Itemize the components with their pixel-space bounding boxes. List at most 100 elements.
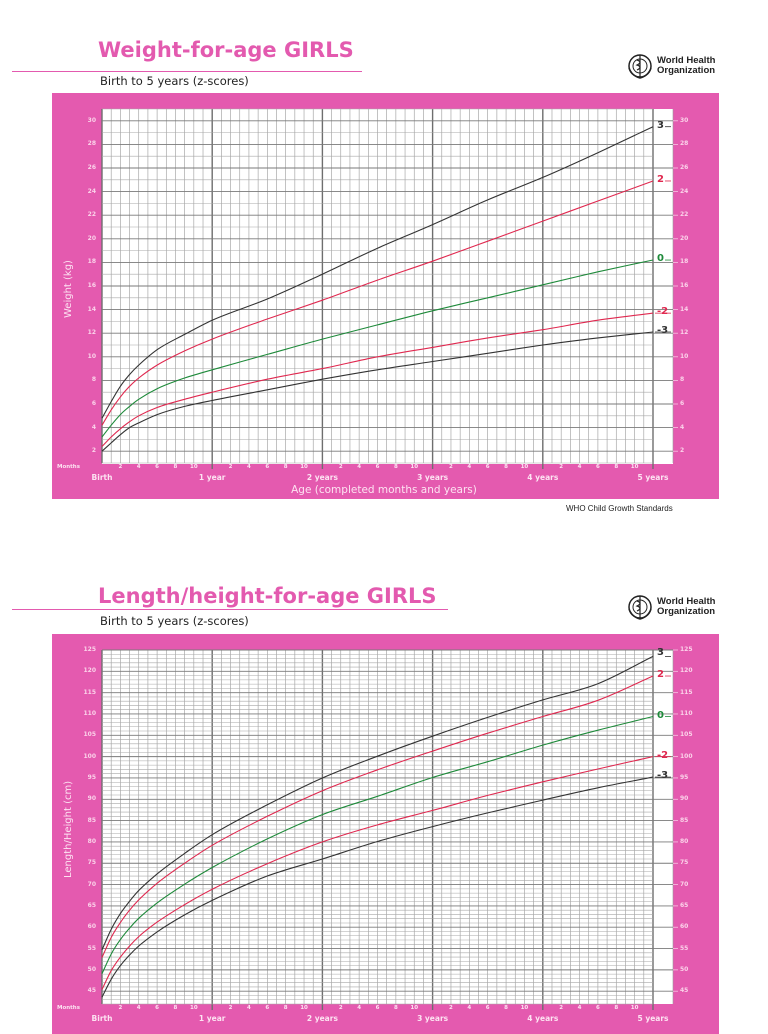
z-score-label: 2 <box>657 173 664 185</box>
y-tick-label-left: 95 <box>87 773 96 781</box>
y-tick-label-right: 100 <box>680 752 693 760</box>
y-tick-label-right: 95 <box>680 773 689 781</box>
y-tick-label-left: 14 <box>87 305 96 313</box>
y-tick-label-left: 12 <box>87 329 96 337</box>
year-label: 5 years <box>637 1014 669 1023</box>
month-tick-label: 6 <box>265 1005 270 1011</box>
month-tick-label: 8 <box>393 1005 398 1011</box>
y-tick-label-right: 16 <box>680 282 689 289</box>
y-tick-label-left: 6 <box>91 400 96 407</box>
grid <box>101 649 674 1010</box>
month-tick-label: 6 <box>155 464 160 470</box>
month-tick-label: 4 <box>577 1005 582 1011</box>
y-tick-label-right: 110 <box>680 709 693 717</box>
y-tick-label-right: 65 <box>680 901 689 909</box>
y-tick-label-left: 125 <box>83 646 96 653</box>
month-tick-label: 8 <box>393 464 398 470</box>
month-tick-label: 2 <box>449 1005 453 1011</box>
month-tick-label: 10 <box>300 464 308 470</box>
y-tick-label-right: 18 <box>680 258 689 266</box>
month-tick-label: 2 <box>449 464 453 470</box>
y-tick-label-right: 20 <box>680 234 689 242</box>
y-tick-label-left: 75 <box>87 859 96 867</box>
month-tick-label: 4 <box>357 1005 362 1011</box>
month-tick-label: 6 <box>595 1005 600 1011</box>
months-axis-caption: Months <box>57 464 80 470</box>
month-tick-label: 2 <box>228 1005 233 1011</box>
month-tick-label: 8 <box>614 1005 619 1011</box>
month-tick-label: 10 <box>520 464 529 470</box>
month-tick-label: 6 <box>485 464 490 470</box>
z-score-label: -3 <box>657 325 669 337</box>
y-tick-label-left: 85 <box>87 816 96 824</box>
year-label: 5 years <box>637 473 669 482</box>
curve-z3 <box>101 126 654 419</box>
curve-z-2 <box>101 312 654 447</box>
month-tick-label: 8 <box>283 1005 288 1011</box>
curve-z0 <box>101 715 654 974</box>
y-tick-label-left: 16 <box>87 282 96 289</box>
month-tick-label: 2 <box>338 464 343 470</box>
height-chart-subtitle: Birth to 5 years (z-scores) <box>100 614 249 628</box>
y-tick-label-left: 4 <box>91 423 96 431</box>
y-tick-label-right: 115 <box>680 688 693 696</box>
y-tick-label-right: 6 <box>680 400 685 407</box>
y-tick-label-left: 30 <box>87 116 96 124</box>
month-tick-label: 10 <box>630 464 639 470</box>
y-tick-label-right: 26 <box>680 164 689 171</box>
z-score-label: 0 <box>657 253 664 265</box>
who-emblem-icon <box>628 595 652 620</box>
month-tick-label: 8 <box>504 464 508 470</box>
month-tick-label: 4 <box>357 464 362 470</box>
y-tick-label-left: 120 <box>83 667 96 675</box>
y-tick-label-right: 24 <box>680 187 689 195</box>
year-label: 4 years <box>527 473 559 482</box>
y-tick-label-left: 100 <box>83 752 96 760</box>
y-tick-label-right: 60 <box>680 923 689 931</box>
y-tick-label-left: 10 <box>87 352 96 360</box>
z-score-label: 0 <box>657 709 664 721</box>
y-tick-label-right: 14 <box>680 305 689 313</box>
grid <box>101 108 674 469</box>
y-tick-label-right: 45 <box>680 987 689 995</box>
y-tick-label-right: 125 <box>680 646 693 653</box>
y-tick-label-left: 105 <box>83 731 96 739</box>
y-tick-label-left: 55 <box>87 944 96 952</box>
year-label: 3 years <box>417 473 449 482</box>
year-label: 2 years <box>306 473 338 482</box>
y-tick-label-right: 55 <box>680 944 689 952</box>
weight-chart-title: Weight-for-age GIRLS <box>98 38 354 62</box>
month-tick-label: 4 <box>247 1005 251 1011</box>
curve-z2 <box>101 180 654 426</box>
y-tick-label-right: 8 <box>680 376 685 384</box>
y-tick-label-left: 2 <box>91 447 96 455</box>
month-tick-label: 4 <box>247 464 251 470</box>
curve-z-3 <box>101 331 654 452</box>
month-tick-label: 2 <box>118 1005 123 1011</box>
curve-z0 <box>101 259 654 438</box>
height-plot-area <box>102 650 673 1004</box>
y-tick-label-left: 90 <box>87 795 96 803</box>
y-tick-label-right: 80 <box>680 837 689 845</box>
y-tick-label-left: 28 <box>87 140 96 148</box>
who-logo: World Health Organization <box>626 593 715 621</box>
y-tick-label-left: 115 <box>83 688 96 696</box>
month-tick-label: 2 <box>559 1005 564 1011</box>
y-tick-label-left: 26 <box>87 164 96 171</box>
y-tick-label-right: 4 <box>680 423 685 431</box>
who-name: World Health Organization <box>657 596 716 617</box>
month-tick-label: 6 <box>595 464 600 470</box>
title-rule <box>12 71 362 72</box>
y-tick-label-left: 18 <box>87 258 96 266</box>
y-tick-label-right: 10 <box>680 352 689 360</box>
month-tick-label: 4 <box>136 464 141 470</box>
month-tick-label: 4 <box>467 1005 472 1011</box>
month-tick-label: 4 <box>467 464 472 470</box>
year-label: 2 years <box>306 1014 338 1023</box>
month-tick-label: 2 <box>338 1005 343 1011</box>
year-label: Birth <box>91 1014 113 1023</box>
height-chart-title: Length/height-for-age GIRLS <box>98 584 437 608</box>
y-tick-label-right: 30 <box>680 116 689 124</box>
